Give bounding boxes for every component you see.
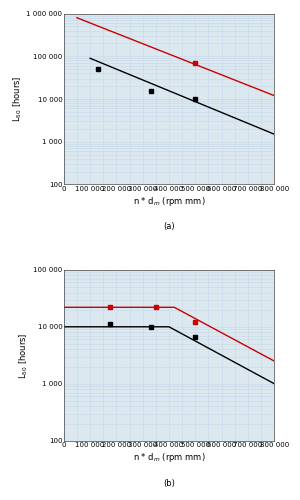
- Title: (b): (b): [163, 478, 175, 488]
- Y-axis label: L$_{50}$ [hours]: L$_{50}$ [hours]: [11, 76, 24, 122]
- Title: (a): (a): [163, 222, 175, 232]
- X-axis label: n * d$_m$ (rpm mm): n * d$_m$ (rpm mm): [133, 194, 205, 207]
- X-axis label: n * d$_m$ (rpm mm): n * d$_m$ (rpm mm): [133, 451, 205, 464]
- Y-axis label: L$_{50}$ [hours]: L$_{50}$ [hours]: [18, 332, 30, 378]
